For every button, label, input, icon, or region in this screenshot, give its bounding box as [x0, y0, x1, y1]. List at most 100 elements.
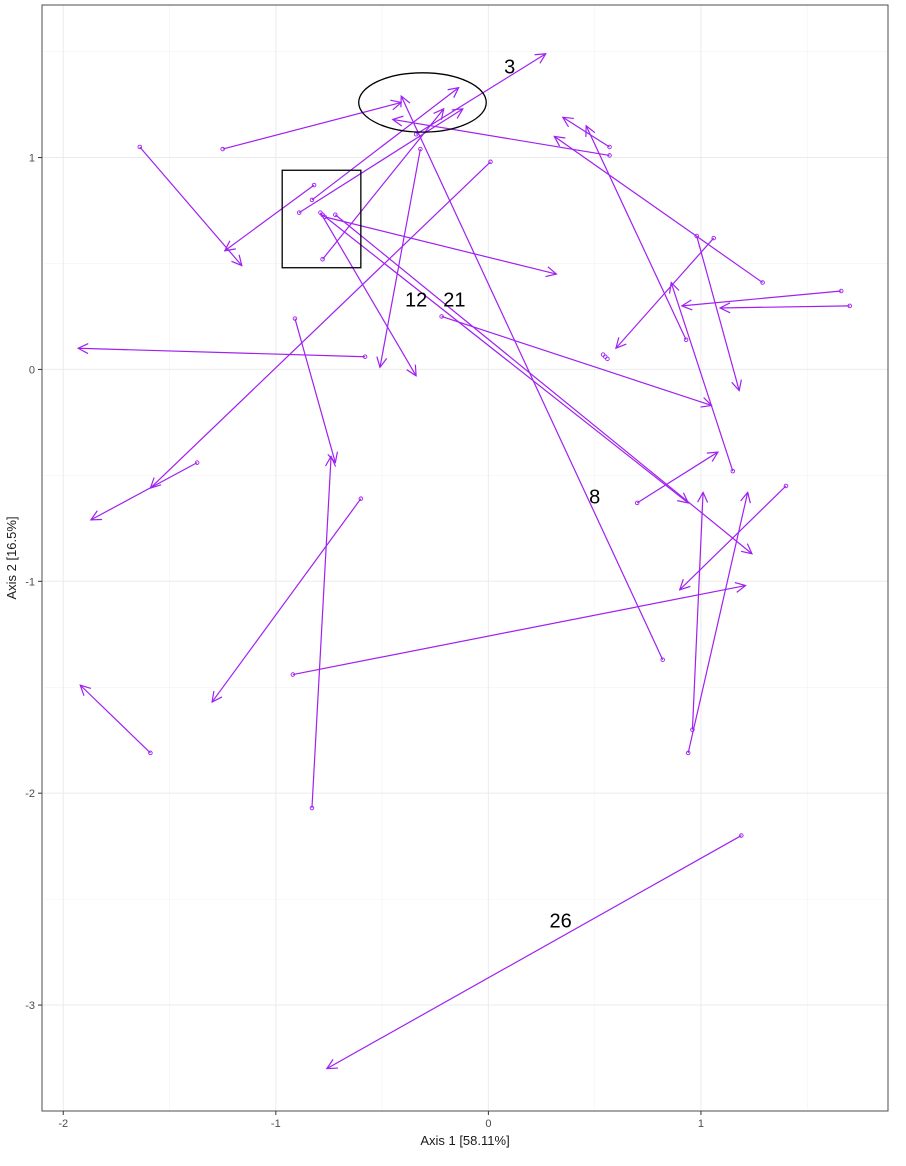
annotation-shapes [281, 72, 487, 269]
arrow-origin-point [685, 750, 691, 756]
x-axis-ticks: -2 -1 0 1 [58, 1111, 704, 1130]
x-tick-label: 1 [698, 1118, 704, 1130]
arrow [671, 283, 736, 474]
grid-major [42, 5, 888, 1111]
arrow-origin-point [683, 337, 689, 343]
plot-border [41, 4, 889, 1112]
y-axis-ticks: -3 -2 -1 0 1 [25, 153, 42, 1012]
arrow-line [380, 148, 421, 367]
arrow-line [80, 685, 151, 754]
arrow [150, 159, 493, 488]
point-annotation-label: 26 [550, 910, 572, 932]
arrow-origin-point [838, 288, 844, 294]
arrow [685, 492, 748, 756]
arrow-line [441, 315, 712, 405]
highlight-rectangle [281, 169, 362, 269]
arrow-origin-point [309, 805, 315, 811]
arrow-origin-point [660, 657, 665, 662]
arrow-line [322, 214, 689, 503]
arrow [225, 182, 317, 251]
y-tick-label: -1 [25, 576, 35, 588]
arrow [80, 685, 153, 756]
y-tick-label: 1 [29, 153, 35, 165]
y-axis-title: Axis 2 [16.5%] [4, 516, 19, 599]
arrow-line [687, 492, 748, 754]
arrow [320, 212, 689, 503]
grid-minor [42, 5, 888, 1111]
arrow-line [401, 96, 664, 660]
arrow-line [292, 586, 746, 676]
y-tick-label: -2 [25, 788, 35, 800]
arrow-line [563, 117, 610, 148]
arrow-line [554, 136, 763, 284]
arrow [682, 288, 844, 306]
arrow [439, 314, 712, 406]
arrow-line [696, 235, 740, 391]
arrow-line [225, 184, 315, 251]
arrow [220, 102, 402, 152]
arrow-line [298, 109, 463, 214]
arrow-origin-point [607, 153, 612, 158]
arrow [690, 492, 703, 732]
arrow-origin-point [607, 144, 612, 150]
arrow-line [586, 126, 687, 341]
arrow-origin-point [296, 210, 302, 215]
arrow [309, 456, 331, 811]
x-axis-title: Axis 1 [58.11%] [420, 1133, 509, 1148]
arrow-origin-point [311, 182, 317, 188]
arrow-origin-point [730, 468, 736, 474]
arrow-line [636, 452, 718, 504]
arrow [309, 88, 458, 203]
arrow-origin-point [690, 727, 695, 732]
arrow-series [78, 54, 852, 1069]
y-tick-label: -3 [25, 1000, 35, 1012]
arrow-origin-point [220, 146, 225, 152]
annotation-labels: 3 12 21 8 26 [405, 56, 600, 932]
arrow-line [720, 306, 850, 308]
arrow-origin-point [439, 314, 444, 319]
arrow-origin-point [847, 303, 852, 309]
x-tick-label: -2 [58, 1118, 68, 1130]
arrow-line [319, 212, 416, 376]
arrow-line [212, 498, 362, 702]
arrow-origin-point [739, 833, 744, 838]
arrow [327, 833, 744, 1069]
arrow-origin-point [290, 672, 296, 677]
arrow-origin-point [333, 212, 338, 218]
arrow-origin-point [362, 354, 368, 359]
arrow-line [78, 348, 366, 358]
stationary-points [600, 352, 610, 362]
arrow-line [91, 462, 198, 520]
arrow-line [222, 102, 402, 150]
plot-background [42, 5, 888, 1111]
arrow [137, 144, 242, 265]
x-tick-label: -1 [271, 1118, 281, 1130]
arrow [634, 452, 718, 506]
arrow-line [324, 216, 557, 274]
arrow [290, 586, 746, 677]
arrow-origin-point [488, 159, 493, 165]
point-annotation-label: 12 [405, 290, 427, 312]
arrow-line [327, 835, 742, 1069]
arrow-origin-point [634, 500, 640, 506]
arrow-origin-point [358, 496, 364, 501]
arrow-line [150, 161, 491, 488]
arrow [554, 136, 765, 285]
arrow [401, 96, 665, 662]
highlight-ellipse [358, 72, 487, 133]
arrow [212, 496, 364, 702]
y-tick-label: 0 [29, 364, 35, 376]
arrow [91, 460, 200, 520]
arrow-origin-point [760, 280, 765, 285]
arrow-origin-point [137, 144, 143, 150]
arrow-origin-point [320, 212, 325, 218]
arrow-origin-point [309, 197, 315, 203]
arrow-origin-point [148, 750, 153, 756]
arrow-line [294, 318, 335, 463]
arrow-line [311, 456, 331, 809]
data-point [605, 356, 610, 362]
arrow-origin-point [418, 146, 423, 152]
arrow-origin-point [320, 257, 325, 262]
arrow-origin-point [783, 483, 789, 489]
